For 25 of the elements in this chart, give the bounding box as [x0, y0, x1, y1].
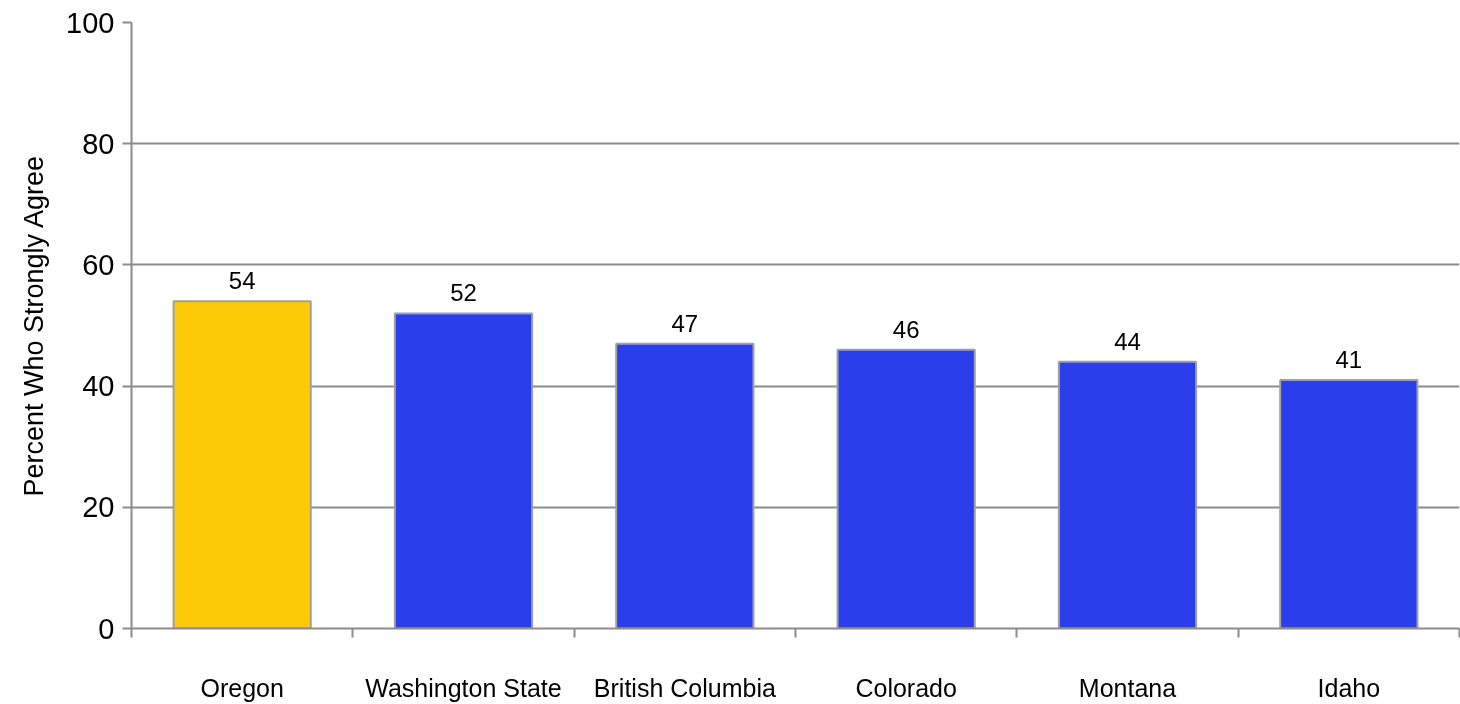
bar: [172, 300, 312, 629]
y-tick-label: 20: [82, 491, 115, 524]
bar: [393, 312, 534, 629]
x-tick-label: Montana: [1078, 673, 1177, 702]
data-label: 54: [228, 267, 256, 295]
data-label: 47: [671, 309, 699, 337]
x-tick-label: British Columbia: [593, 673, 776, 702]
y-tick-label: 60: [82, 248, 115, 281]
x-tick-label: Washington State: [365, 673, 562, 702]
bar: [836, 348, 976, 629]
x-tick-label: Idaho: [1317, 673, 1381, 702]
bar: [1279, 379, 1419, 629]
data-label: 41: [1335, 346, 1363, 374]
bar: [615, 342, 755, 629]
y-tick-label: 80: [82, 127, 115, 160]
bar: [1057, 360, 1198, 629]
x-tick-label: Colorado: [855, 673, 957, 702]
y-tick-label: 40: [82, 370, 115, 403]
x-tick-label: Oregon: [200, 673, 284, 702]
y-tick-label: 100: [66, 6, 115, 39]
y-axis-title: Percent Who Strongly Agree: [19, 155, 50, 497]
data-label: 44: [1114, 327, 1141, 355]
data-label: 46: [892, 315, 920, 343]
y-tick-label: 0: [98, 612, 115, 645]
data-label: 52: [450, 279, 477, 307]
